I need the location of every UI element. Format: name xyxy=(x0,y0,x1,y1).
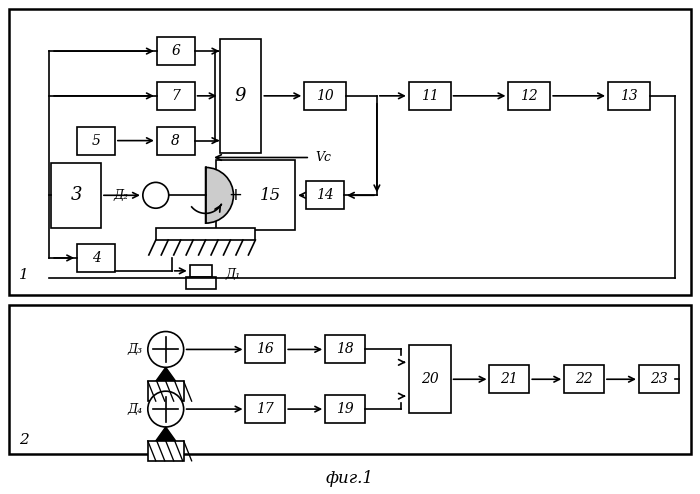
Text: Vс: Vс xyxy=(315,151,331,164)
Bar xyxy=(409,345,451,413)
Text: 16: 16 xyxy=(256,342,274,356)
Bar xyxy=(77,244,115,272)
Text: 14: 14 xyxy=(316,188,334,202)
Text: 17: 17 xyxy=(256,402,274,416)
Bar xyxy=(304,82,346,110)
Text: Д₁: Д₁ xyxy=(225,268,241,282)
Bar xyxy=(148,441,183,461)
Polygon shape xyxy=(156,368,176,381)
Text: 21: 21 xyxy=(500,372,518,386)
Circle shape xyxy=(148,391,183,427)
Bar xyxy=(564,366,604,393)
Text: 20: 20 xyxy=(421,372,439,386)
Circle shape xyxy=(143,182,169,208)
Bar xyxy=(409,82,451,110)
Bar xyxy=(246,335,286,364)
Text: Д₂: Д₂ xyxy=(113,189,129,202)
Text: 15: 15 xyxy=(260,187,281,204)
Bar xyxy=(9,9,691,295)
Bar xyxy=(220,39,261,153)
Text: 22: 22 xyxy=(575,372,593,386)
Bar xyxy=(639,366,679,393)
Bar xyxy=(489,366,529,393)
Text: Д₄: Д₄ xyxy=(127,403,143,415)
Text: 8: 8 xyxy=(172,133,180,148)
Text: Д₃: Д₃ xyxy=(127,343,143,356)
Bar xyxy=(148,381,183,401)
Text: 19: 19 xyxy=(336,402,354,416)
Bar xyxy=(157,82,195,110)
Text: 7: 7 xyxy=(172,89,180,103)
Bar xyxy=(508,82,550,110)
Bar xyxy=(216,161,295,230)
Text: +: + xyxy=(228,186,242,205)
Text: 1: 1 xyxy=(20,268,29,282)
Text: 23: 23 xyxy=(650,372,668,386)
Bar xyxy=(77,126,115,155)
Text: 9: 9 xyxy=(234,87,246,105)
Wedge shape xyxy=(206,167,234,223)
Bar xyxy=(608,82,650,110)
Bar xyxy=(9,305,691,454)
Bar xyxy=(186,277,216,289)
Bar xyxy=(325,395,365,423)
Circle shape xyxy=(148,331,183,368)
Text: 18: 18 xyxy=(336,342,354,356)
Text: 3: 3 xyxy=(70,186,82,205)
Bar xyxy=(157,126,195,155)
Text: 10: 10 xyxy=(316,89,334,103)
Bar xyxy=(325,335,365,364)
Bar xyxy=(157,37,195,65)
Polygon shape xyxy=(156,427,176,441)
Text: 6: 6 xyxy=(172,44,180,58)
Text: 4: 4 xyxy=(92,251,100,265)
Text: 13: 13 xyxy=(620,89,638,103)
Text: 12: 12 xyxy=(520,89,538,103)
Bar xyxy=(51,163,101,228)
Bar xyxy=(190,265,211,277)
Bar xyxy=(246,395,286,423)
Text: 2: 2 xyxy=(20,433,29,447)
Text: 5: 5 xyxy=(92,133,100,148)
Text: 11: 11 xyxy=(421,89,439,103)
Bar xyxy=(156,228,256,240)
Text: фиг.1: фиг.1 xyxy=(326,470,374,487)
Bar xyxy=(306,181,344,209)
